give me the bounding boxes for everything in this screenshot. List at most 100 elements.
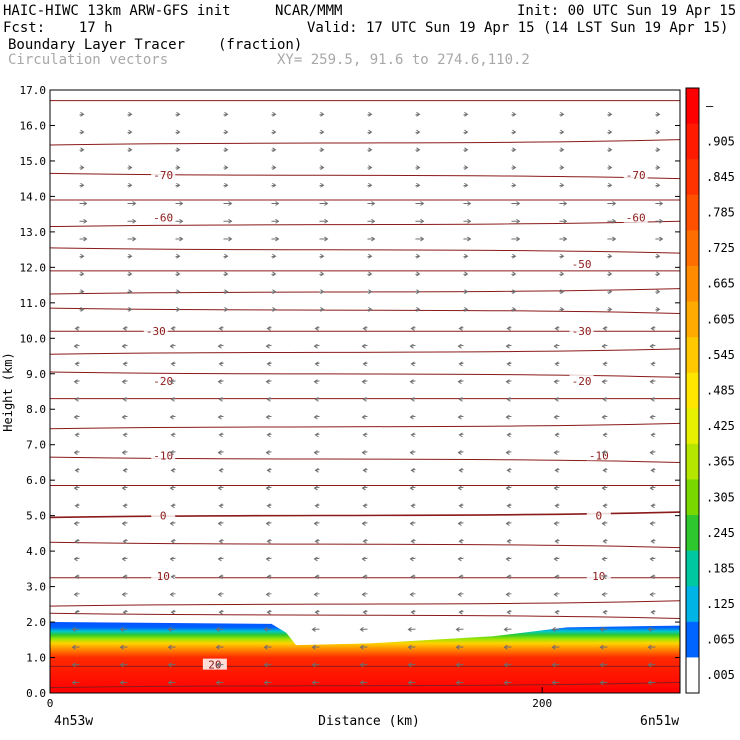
- vector-head: [416, 307, 421, 312]
- circulation-vector: [265, 379, 272, 385]
- circulation-vector: [607, 165, 613, 170]
- circulation-vector: [169, 450, 176, 456]
- colorbar-label: .485: [706, 384, 735, 398]
- vector-head: [368, 289, 373, 295]
- circulation-vector: [415, 271, 421, 277]
- circulation-vector: [79, 129, 85, 135]
- circulation-vector: [463, 253, 469, 259]
- vector-head: [410, 574, 415, 580]
- vector-head: [368, 129, 373, 135]
- vector-head: [217, 592, 222, 597]
- circulation-vector: [362, 396, 368, 402]
- circulation-vector: [73, 556, 80, 562]
- circulation-vector: [359, 662, 368, 668]
- vector-head: [128, 307, 133, 312]
- circulation-vector: [74, 538, 80, 544]
- vector-head: [506, 361, 511, 367]
- vector-head: [656, 289, 661, 295]
- circulation-vector: [73, 450, 80, 456]
- vector-head: [169, 485, 174, 491]
- colorbar-label: .785: [706, 206, 735, 220]
- circulation-vector: [410, 574, 416, 580]
- vectors-label: Circulation vectors: [8, 52, 169, 68]
- circulation-vector: [415, 201, 425, 206]
- vector-head: [217, 343, 222, 349]
- circulation-vector: [223, 165, 229, 170]
- vector-head: [272, 129, 277, 135]
- circulation-vector: [553, 414, 560, 420]
- vector-head: [266, 538, 271, 544]
- circulation-vector: [553, 379, 560, 385]
- temperature-contour: [49, 307, 681, 314]
- circulation-vector: [271, 307, 277, 312]
- circulation-vector: [554, 361, 560, 367]
- circulation-vector: [463, 201, 472, 206]
- circulation-vector: [367, 129, 373, 135]
- temperature-contour: [49, 288, 681, 295]
- contour-label-bg: [143, 325, 168, 337]
- circulation-vector: [553, 521, 560, 526]
- circulation-vector: [122, 503, 128, 509]
- contour-label-bg: [586, 569, 611, 581]
- vector-head: [602, 609, 607, 615]
- circulation-vector: [175, 201, 184, 206]
- vector-head: [359, 644, 364, 650]
- vector-head: [263, 680, 268, 686]
- circulation-vector: [601, 592, 608, 597]
- vector-head: [420, 236, 425, 242]
- vector-head: [313, 521, 318, 526]
- circulation-vector: [554, 609, 560, 615]
- circulation-vector: [119, 662, 128, 668]
- vector-head: [602, 574, 607, 580]
- vector-head: [218, 609, 223, 615]
- vector-head: [361, 414, 366, 420]
- circulation-vector: [127, 111, 133, 117]
- circulation-vector: [506, 326, 512, 331]
- circulation-vector: [74, 503, 80, 509]
- vector-head: [554, 396, 559, 402]
- circulation-vector: [553, 485, 560, 491]
- circulation-vector: [71, 627, 80, 632]
- vector-head: [74, 538, 79, 544]
- vector-head: [176, 111, 181, 117]
- colorbar-swatch: [686, 479, 699, 516]
- circulation-vector: [73, 485, 80, 491]
- circulation-vector: [409, 556, 416, 562]
- circulation-vector: [271, 253, 277, 259]
- vector-head: [551, 680, 556, 686]
- circulation-vector: [602, 609, 608, 615]
- y-tick-label: 11.0: [20, 297, 47, 310]
- circulation-vector: [553, 556, 560, 562]
- vector-head: [121, 521, 126, 526]
- circulation-vector: [223, 271, 229, 277]
- circulation-vector: [170, 361, 176, 367]
- circulation-vector: [506, 361, 512, 367]
- vector-head: [217, 379, 222, 385]
- vector-head: [217, 414, 222, 420]
- vector-head: [553, 450, 558, 456]
- vector-head: [650, 609, 655, 615]
- x-tick-label: 200: [532, 697, 552, 710]
- vector-head: [170, 609, 175, 615]
- circulation-vector: [121, 556, 128, 562]
- vector-head: [464, 271, 469, 277]
- circulation-vector: [511, 147, 517, 153]
- circulation-vector: [314, 361, 320, 367]
- circulation-vector: [554, 574, 560, 580]
- vector-head: [121, 592, 126, 597]
- circulation-vector: [607, 236, 617, 242]
- circulation-vector: [175, 271, 181, 277]
- vector-head: [464, 165, 469, 170]
- circulation-vector: [650, 326, 656, 331]
- circulation-vector: [367, 147, 373, 153]
- circulation-vector: [223, 289, 229, 295]
- vector-head: [554, 609, 559, 615]
- vector-head: [371, 218, 376, 224]
- circulation-vector: [511, 111, 517, 117]
- circulation-vector: [407, 680, 416, 686]
- vector-head: [554, 361, 559, 367]
- circulation-vector: [266, 361, 272, 367]
- colorbar-swatch: [686, 123, 699, 160]
- vector-head: [599, 680, 604, 686]
- vector-head: [121, 414, 126, 420]
